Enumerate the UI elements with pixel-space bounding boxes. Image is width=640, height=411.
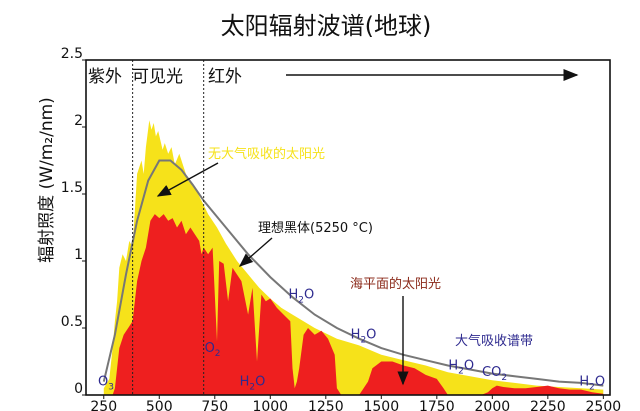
x-tick-label: 2500 [586, 399, 622, 411]
y-axis-ticks: 0 0.5 1 1.5 2 2.5 [61, 46, 86, 397]
x-axis-ticks: 250 500 750 1000 1250 1500 1750 2000 2250 2500 [90, 395, 621, 411]
x-tick-label: 1750 [419, 399, 455, 411]
plot-area [102, 60, 604, 395]
absorption-molecule-label: H2O [288, 288, 314, 306]
absorption-labels: O3 O2 H2O H2O H2O H2O CO2 H2O [98, 288, 605, 393]
x-tick-label: 250 [90, 399, 117, 411]
x-tick-label: 1250 [308, 399, 344, 411]
y-tick-label: 2 [74, 113, 83, 129]
pointer-blackbody [238, 237, 273, 267]
x-tick-label: 750 [201, 399, 228, 411]
y-axis-label: 辐射照度 (W/m₂/nm) [37, 97, 57, 263]
absorption-molecule-label: CO2 [482, 365, 507, 383]
region-label-uv: 紫外 [88, 67, 122, 87]
absorption-molecule-label: H2O [240, 375, 266, 393]
pointer-top-of-atmosphere [156, 162, 219, 197]
absorption-molecule-label: H2O [579, 375, 605, 393]
x-tick-label: 2000 [475, 399, 511, 411]
plot-frame [85, 59, 611, 396]
region-label-ir: 红外 [208, 67, 242, 87]
series-label-sea-level: 海平面的太阳光 [350, 276, 441, 292]
absorption-molecule-label: H2O [351, 328, 377, 346]
absorption-bands-label: 大气吸收谱带 [455, 333, 533, 349]
x-tick-label: 1500 [363, 399, 399, 411]
y-tick-label: 1 [74, 247, 83, 263]
chart-title: 太阳辐射波谱(地球) [221, 12, 432, 40]
y-tick-label: 0.5 [61, 314, 83, 330]
absorption-molecule-label: O2 [205, 341, 221, 359]
x-tick-label: 500 [146, 399, 173, 411]
y-tick-label: 1.5 [61, 180, 83, 196]
line-blackbody [102, 159, 604, 387]
series-label-top-of-atmosphere: 无大气吸收的太阳光 [208, 146, 325, 162]
x-tick-label: 2250 [530, 399, 566, 411]
x-tick-label: 1000 [252, 399, 288, 411]
y-tick-label: 0 [74, 381, 83, 397]
y-tick-label: 2.5 [61, 46, 83, 62]
absorption-molecule-label: H2O [448, 359, 474, 377]
series-label-blackbody: 理想黑体(5250 °C) [258, 220, 373, 236]
absorption-molecule-label: O3 [98, 375, 114, 393]
region-label-visible: 可见光 [132, 67, 183, 87]
area-sea-level [112, 214, 604, 395]
